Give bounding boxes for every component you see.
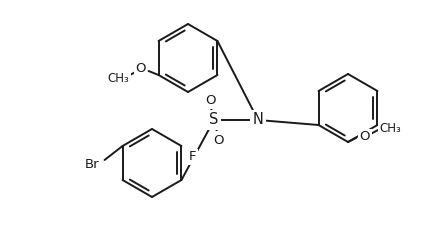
Text: S: S — [209, 113, 219, 128]
Text: CH₃: CH₃ — [379, 122, 401, 134]
Text: O: O — [360, 130, 370, 144]
Text: O: O — [205, 94, 215, 106]
Text: N: N — [253, 113, 263, 128]
Text: Br: Br — [85, 158, 100, 170]
Text: O: O — [213, 134, 223, 147]
Text: O: O — [135, 63, 146, 75]
Text: CH₃: CH₃ — [108, 73, 129, 85]
Text: F: F — [189, 150, 196, 164]
